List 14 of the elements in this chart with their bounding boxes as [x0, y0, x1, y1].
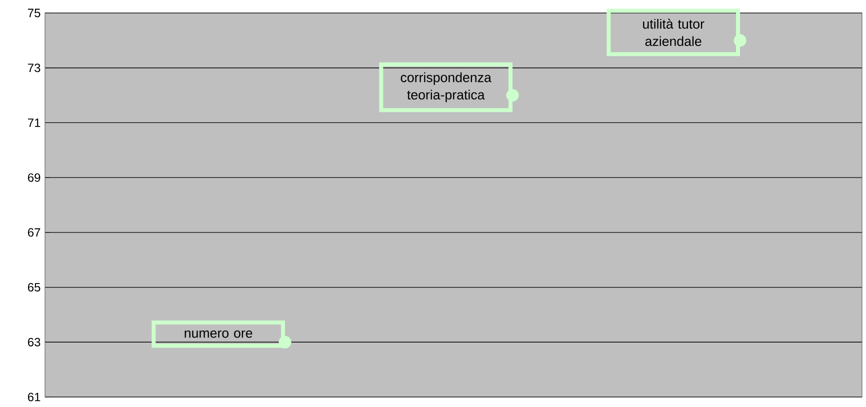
point — [506, 89, 519, 102]
y-tick-label: 65 — [28, 283, 40, 292]
y-tick-label: 69 — [28, 173, 40, 182]
annotation: numero ore — [184, 330, 252, 338]
point — [278, 336, 292, 348]
annotation: corrispondenza teoria-pratica — [400, 72, 492, 102]
annotation: utilità tutor aziendale — [643, 18, 704, 46]
y-tick-label: 67 — [28, 228, 40, 237]
y-tick-label: 63 — [28, 338, 40, 346]
y-tick-label: 73 — [28, 64, 40, 72]
y-tick-label: 75 — [28, 8, 40, 18]
point — [734, 34, 746, 47]
y-tick-label: 61 — [28, 392, 40, 402]
y-tick-label: 71 — [28, 118, 40, 127]
